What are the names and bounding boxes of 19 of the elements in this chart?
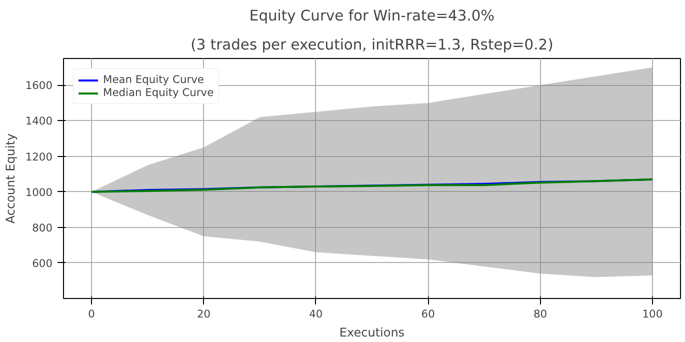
y-tick-label: 800 [32,221,53,234]
chart-subtitle: (3 trades per execution, initRRR=1.3, Rstep=0.2) [190,36,554,54]
legend-label: Mean Equity Curve [103,73,204,86]
y-axis-title: Account Equity [3,133,18,224]
x-tick-label: 20 [196,308,211,320]
x-tick-label: 80 [533,308,548,320]
chart-title: Equity Curve for Win-rate=43.0% [249,8,495,24]
y-tick-label: 600 [32,256,53,270]
x-tick-label: 60 [421,308,436,320]
x-tick-label: 40 [309,308,323,320]
line-series [90,178,654,193]
y-tick-label: 1400 [25,114,53,128]
y-tick-label: 1600 [25,79,53,92]
x-tick-label: 0 [88,308,96,320]
y-tick-label: 1000 [25,186,53,199]
legend-label: Median Equity Curve [103,86,214,99]
x-axis-title: Executions [339,326,405,340]
y-tick-label: 1200 [25,150,53,164]
x-tick-label: 100 [642,308,663,320]
